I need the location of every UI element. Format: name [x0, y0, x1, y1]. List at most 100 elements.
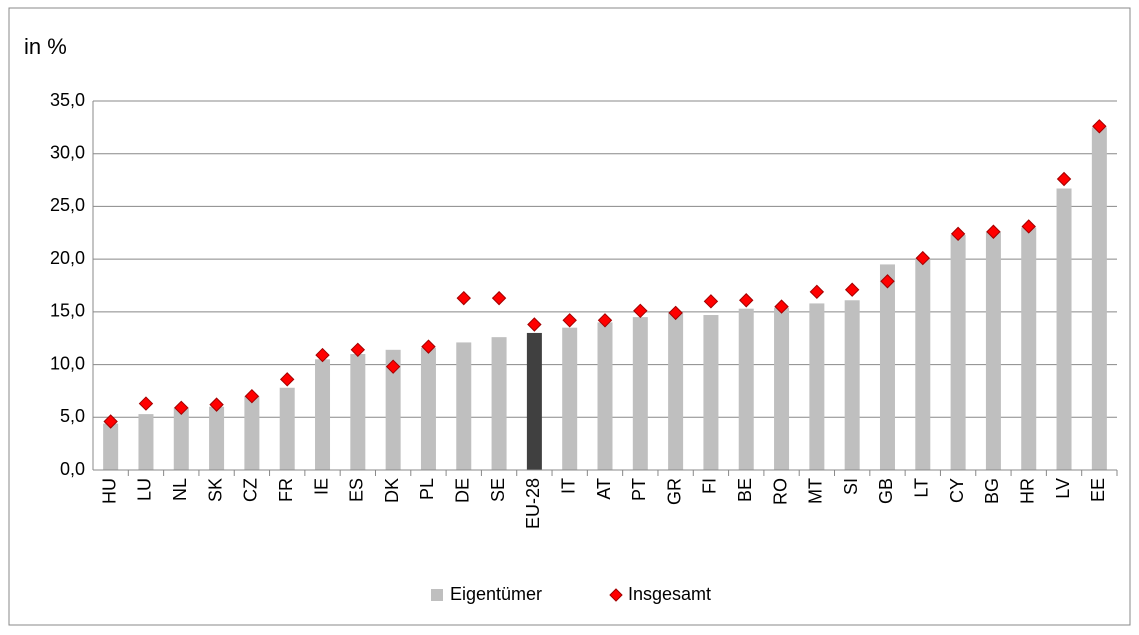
bar: [738, 308, 754, 470]
marker: [986, 224, 1001, 239]
legend-label: Insgesamt: [628, 584, 711, 604]
bar: [1056, 188, 1072, 470]
marker: [633, 303, 648, 319]
x-tick-label: SE: [488, 478, 508, 502]
bar: [420, 347, 436, 470]
bar: [632, 317, 648, 470]
marker: [456, 290, 471, 306]
x-tick-label: DE: [453, 478, 473, 503]
marker: [597, 313, 613, 328]
x-tick-label: RO: [770, 478, 790, 505]
bar: [173, 407, 189, 470]
marker: [421, 339, 436, 354]
marker: [562, 313, 577, 328]
bar: [809, 303, 825, 470]
marker: [739, 293, 754, 308]
x-tick-label: HR: [1017, 478, 1037, 504]
marker: [174, 400, 189, 416]
x-tick-label: LU: [135, 478, 155, 501]
marker: [103, 414, 118, 429]
x-tick-label: SK: [205, 478, 225, 502]
y-tick-label: 20,0: [50, 248, 85, 268]
x-tick-label: AT: [594, 478, 614, 500]
marker: [385, 359, 401, 374]
marker: [244, 388, 260, 404]
marker: [668, 305, 683, 321]
legend-swatch: [431, 589, 443, 601]
x-tick-label: GB: [876, 478, 896, 504]
x-tick-label: IE: [311, 478, 331, 495]
bar: [456, 342, 472, 470]
x-tick-label: NL: [170, 478, 190, 501]
bar: [597, 322, 613, 470]
marker: [315, 347, 330, 363]
bar: [668, 312, 684, 470]
bar: [985, 231, 1001, 470]
legend-swatch: [609, 588, 623, 602]
y-axis-label: in %: [24, 34, 67, 59]
bar: [279, 387, 295, 470]
x-tick-label: BE: [735, 478, 755, 502]
marker: [1021, 219, 1036, 234]
bar: [103, 423, 119, 470]
marker: [1056, 171, 1072, 187]
y-tick-label: 25,0: [50, 195, 85, 215]
x-tick-label: IT: [558, 478, 578, 494]
marker: [774, 299, 789, 314]
bar: [244, 396, 260, 470]
bar: [491, 337, 507, 470]
marker: [703, 294, 719, 309]
x-tick-label: FI: [700, 478, 720, 494]
y-tick-label: 10,0: [50, 353, 85, 373]
bar: [315, 359, 331, 470]
bar: [350, 354, 366, 470]
marker: [209, 397, 224, 412]
x-tick-label: DK: [382, 478, 402, 503]
x-tick-label: EE: [1088, 478, 1108, 502]
bar: [774, 307, 790, 470]
y-tick-label: 15,0: [50, 301, 85, 321]
marker: [844, 282, 860, 297]
marker: [527, 317, 542, 332]
marker: [915, 250, 931, 266]
x-tick-label: LV: [1053, 478, 1073, 499]
x-tick-label: PL: [417, 478, 437, 500]
marker: [809, 284, 825, 300]
marker: [950, 226, 966, 242]
x-tick-label: CZ: [241, 478, 261, 502]
y-tick-label: 0,0: [60, 459, 85, 479]
marker: [279, 372, 295, 387]
bar: [1021, 227, 1037, 470]
bar: [1091, 127, 1107, 470]
x-tick-label: EU-28: [523, 478, 543, 529]
bar: [915, 259, 931, 470]
bar: [138, 414, 154, 470]
bar: [385, 349, 401, 470]
x-tick-label: GR: [664, 478, 684, 505]
x-tick-label: CY: [947, 478, 967, 503]
marker: [880, 274, 895, 289]
x-tick-label: BG: [982, 478, 1002, 504]
bar: [703, 315, 719, 470]
x-tick-label: SI: [841, 478, 861, 495]
x-tick-label: ES: [347, 478, 367, 502]
legend-label: Eigentümer: [450, 584, 542, 604]
bar: [209, 406, 225, 470]
marker: [491, 290, 507, 306]
x-tick-label: MT: [806, 478, 826, 504]
y-tick-label: 35,0: [50, 90, 85, 110]
bar: [879, 264, 895, 470]
marker: [138, 396, 154, 411]
x-tick-label: PT: [629, 478, 649, 501]
marker: [1092, 119, 1107, 134]
y-tick-label: 30,0: [50, 142, 85, 162]
bar: [844, 300, 860, 470]
x-tick-label: HU: [99, 478, 119, 504]
bar: [526, 332, 542, 470]
x-tick-label: FR: [276, 478, 296, 502]
x-tick-label: LT: [912, 478, 932, 498]
bar: [950, 234, 966, 470]
bar: [562, 327, 578, 470]
marker: [350, 342, 366, 358]
